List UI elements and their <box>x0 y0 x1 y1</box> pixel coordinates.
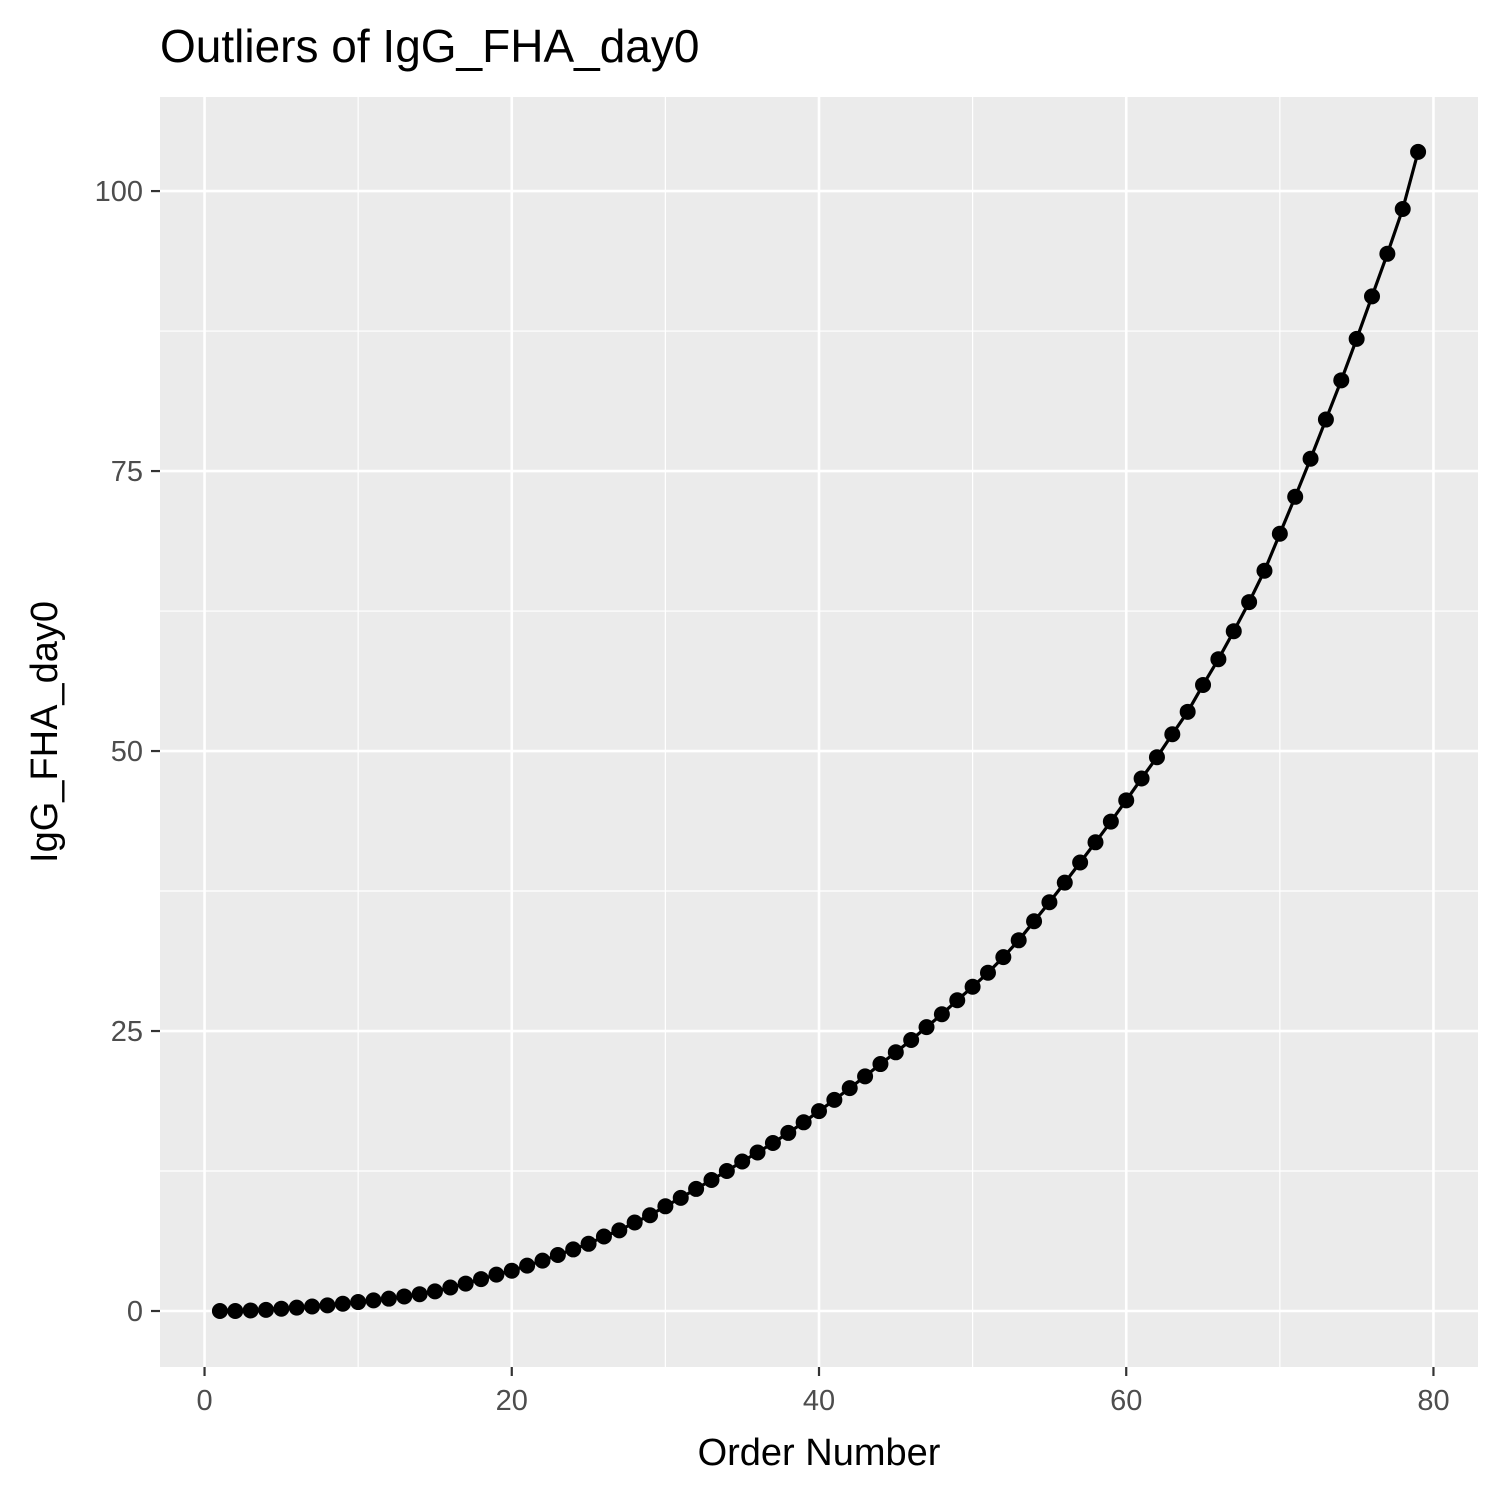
data-point <box>964 978 981 995</box>
data-point <box>595 1228 612 1245</box>
data-point <box>857 1068 874 1085</box>
y-tick-label: 75 <box>111 456 143 488</box>
data-point <box>1317 411 1334 428</box>
data-point <box>995 949 1012 966</box>
data-point <box>488 1266 505 1283</box>
data-point <box>1333 372 1350 389</box>
data-point <box>1348 330 1365 347</box>
data-point <box>350 1294 367 1311</box>
data-point <box>1394 200 1411 217</box>
data-point <box>519 1257 536 1274</box>
data-point <box>1087 834 1104 851</box>
data-point <box>1271 525 1288 542</box>
series-layer <box>211 143 1427 1319</box>
data-point <box>718 1163 735 1180</box>
data-point <box>426 1283 443 1300</box>
data-point <box>1410 143 1427 160</box>
data-point <box>1179 703 1196 720</box>
data-point <box>1210 651 1227 668</box>
data-point <box>473 1271 490 1288</box>
y-tick-label: 50 <box>111 736 143 768</box>
data-point <box>411 1286 428 1303</box>
data-point <box>1379 245 1396 262</box>
data-point <box>657 1198 674 1215</box>
chart-title: Outliers of IgG_FHA_day0 <box>160 20 699 72</box>
y-tick-label: 100 <box>95 176 143 208</box>
major-grid <box>160 97 1478 1367</box>
y-axis: 0 25 50 75 100 <box>95 176 160 1328</box>
data-point <box>1118 792 1135 809</box>
data-point <box>872 1056 889 1073</box>
data-point <box>1026 913 1043 930</box>
x-axis: 0 20 40 60 80 <box>196 1367 1450 1417</box>
data-point <box>442 1279 459 1296</box>
data-point <box>1072 854 1089 871</box>
data-point <box>565 1241 582 1258</box>
data-point <box>242 1302 259 1319</box>
data-point <box>688 1180 705 1197</box>
data-point <box>1148 749 1165 766</box>
x-tick-label: 80 <box>1417 1385 1449 1417</box>
data-point <box>749 1144 766 1161</box>
data-point <box>611 1222 628 1239</box>
data-point <box>380 1290 397 1307</box>
y-axis-title: IgG_FHA_day0 <box>24 601 66 863</box>
data-point <box>534 1252 551 1269</box>
data-point <box>979 964 996 981</box>
data-point <box>764 1135 781 1152</box>
data-point <box>703 1171 720 1188</box>
data-point <box>1102 813 1119 830</box>
data-point <box>841 1080 858 1097</box>
data-point <box>1133 770 1150 787</box>
data-point <box>672 1189 689 1206</box>
data-point <box>257 1301 274 1318</box>
data-point <box>795 1114 812 1131</box>
data-point <box>826 1091 843 1108</box>
data-point <box>734 1153 751 1170</box>
data-point <box>626 1214 643 1231</box>
data-point <box>1056 874 1073 891</box>
data-point <box>1241 594 1258 611</box>
data-point <box>304 1298 321 1315</box>
data-point <box>396 1288 413 1305</box>
data-point <box>211 1303 228 1319</box>
data-point <box>1164 726 1181 743</box>
y-tick-label: 0 <box>127 1296 143 1328</box>
data-point <box>1287 488 1304 505</box>
data-point <box>1302 450 1319 467</box>
data-point <box>457 1275 474 1292</box>
data-point <box>780 1124 797 1141</box>
data-point <box>503 1262 520 1279</box>
data-point <box>334 1295 351 1312</box>
data-point <box>1195 676 1212 693</box>
x-tick-label: 0 <box>196 1385 212 1417</box>
x-tick-label: 40 <box>803 1385 835 1417</box>
data-point <box>1364 288 1381 305</box>
data-point <box>227 1303 244 1319</box>
data-point <box>1256 562 1273 579</box>
data-point <box>918 1019 935 1036</box>
data-point <box>1010 932 1027 949</box>
data-point <box>811 1103 827 1120</box>
data-point <box>887 1044 904 1061</box>
data-point <box>580 1235 597 1252</box>
data-point <box>273 1300 290 1317</box>
x-tick-label: 60 <box>1110 1385 1142 1417</box>
data-point <box>933 1006 950 1023</box>
x-axis-title: Order Number <box>698 1432 941 1474</box>
data-point <box>1225 623 1242 640</box>
x-tick-label: 20 <box>496 1385 528 1417</box>
data-point <box>1041 894 1058 911</box>
data-point <box>642 1207 659 1224</box>
data-point <box>365 1292 382 1309</box>
y-tick-label: 25 <box>111 1016 143 1048</box>
data-point <box>319 1297 336 1314</box>
data-point <box>949 992 966 1009</box>
data-point <box>549 1247 566 1264</box>
data-point <box>288 1299 305 1316</box>
data-point <box>903 1031 920 1048</box>
